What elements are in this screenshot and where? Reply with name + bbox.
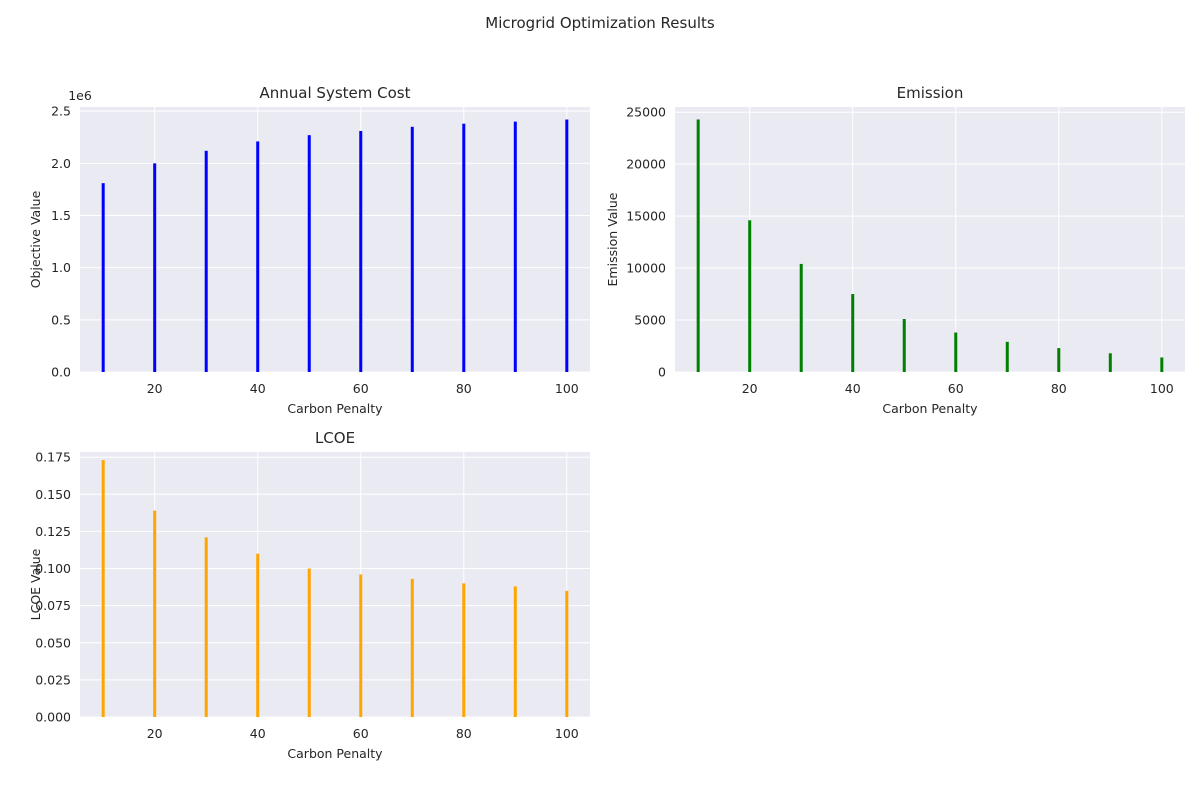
chart-2-y-tick-label: 0.075	[35, 598, 71, 613]
chart-2-bar	[359, 574, 363, 717]
chart-0-offset-label: 1e6	[68, 88, 92, 103]
chart-1-x-tick-label: 20	[742, 381, 758, 396]
chart-0-y-tick-label: 0.5	[51, 312, 71, 327]
chart-0-y-tick-label: 2.0	[51, 156, 71, 171]
chart-1-bar	[1160, 357, 1164, 372]
chart-0-bar	[513, 121, 517, 373]
chart-2-y-axis-label: LCOE Value	[28, 548, 43, 620]
chart-2-x-tick-label: 80	[456, 726, 472, 741]
chart-0-bar	[410, 126, 414, 372]
chart-1-bar	[799, 263, 803, 372]
chart-0-y-tick-label: 1.0	[51, 260, 71, 275]
chart-lcoe: 20 40 60 80 100 0.000 0.025 0.050 0.075 0.100 0.12…	[28, 429, 590, 761]
figure-suptitle: Microgrid Optimization Results	[485, 14, 715, 32]
chart-0-y-axis-label: Objective Value	[28, 190, 43, 288]
chart-0-x-tick-label: 80	[456, 381, 472, 396]
chart-2-bar	[410, 578, 414, 717]
chart-2-bar	[204, 537, 208, 717]
chart-2-y-tick-label: 0.025	[35, 672, 71, 687]
chart-0-bar	[256, 141, 260, 372]
chart-2-bar	[513, 586, 517, 717]
chart-1-x-tick-label: 80	[1051, 381, 1067, 396]
chart-1-title: Emission	[897, 84, 964, 102]
chart-2-title: LCOE	[315, 429, 355, 447]
chart-2-bar	[153, 510, 157, 717]
chart-1-bar	[902, 319, 906, 372]
chart-0-x-tick-label: 60	[353, 381, 369, 396]
chart-1-bar	[696, 119, 700, 373]
chart-1-bar	[1005, 341, 1009, 372]
chart-0-bar	[359, 130, 363, 372]
chart-emission: 20 40 60 80 100 0 5000 10000 15000 20000 25000 Emis…	[605, 84, 1185, 416]
chart-1-y-tick-label: 20000	[626, 157, 666, 172]
chart-1-y-tick-label: 10000	[626, 261, 666, 276]
chart-2-x-tick-label: 20	[147, 726, 163, 741]
chart-2-y-tick-label: 0.175	[35, 450, 71, 465]
chart-0-y-tick-label: 0.0	[51, 365, 71, 380]
chart-1-y-tick-label: 25000	[626, 105, 666, 120]
chart-2-bar	[256, 553, 260, 717]
chart-0-bar	[153, 163, 157, 372]
chart-0-bar	[204, 150, 208, 372]
chart-1-y-tick-label: 15000	[626, 209, 666, 224]
chart-annual-system-cost: 20 40 60 80 100 0.0 0.5 1.0 1.5 2.0 2.5 Annual Syst…	[28, 84, 590, 416]
chart-0-plot-area	[80, 107, 590, 372]
chart-2-x-tick-label: 40	[250, 726, 266, 741]
chart-1-x-axis-label: Carbon Penalty	[882, 401, 978, 416]
chart-2-y-tick-label: 0.000	[35, 710, 71, 725]
chart-1-y-tick-label: 5000	[634, 313, 666, 328]
chart-1-bar	[851, 294, 855, 372]
chart-2-x-tick-label: 60	[353, 726, 369, 741]
chart-0-bar	[462, 123, 466, 372]
chart-1-x-tick-label: 100	[1150, 381, 1174, 396]
chart-2-y-tick-label: 0.150	[35, 487, 71, 502]
chart-2-bar	[307, 568, 311, 717]
chart-2-x-axis-label: Carbon Penalty	[287, 746, 383, 761]
chart-1-plot-area	[675, 107, 1185, 372]
chart-0-x-tick-label: 20	[147, 381, 163, 396]
chart-0-title: Annual System Cost	[260, 84, 411, 102]
chart-1-y-tick-label: 0	[658, 365, 666, 380]
chart-1-bar	[748, 220, 752, 372]
chart-0-x-axis-label: Carbon Penalty	[287, 401, 383, 416]
chart-0-x-tick-label: 40	[250, 381, 266, 396]
chart-1-x-tick-label: 40	[845, 381, 861, 396]
chart-2-y-tick-label: 0.100	[35, 561, 71, 576]
chart-0-y-tick-label: 1.5	[51, 208, 71, 223]
chart-0-x-tick-label: 100	[555, 381, 579, 396]
chart-0-bar	[101, 183, 105, 372]
chart-0-bar	[565, 119, 569, 372]
chart-2-y-tick-label: 0.050	[35, 635, 71, 650]
chart-1-bar	[1057, 348, 1061, 372]
chart-1-bar	[1108, 353, 1112, 372]
chart-2-bar	[462, 583, 466, 717]
chart-2-bar	[565, 590, 569, 717]
chart-1-y-axis-label: Emission Value	[605, 192, 620, 286]
chart-0-bar	[307, 135, 311, 372]
chart-0-y-tick-label: 2.5	[51, 104, 71, 119]
chart-2-plot-area	[80, 452, 590, 717]
chart-2-y-tick-label: 0.125	[35, 524, 71, 539]
chart-2-bar	[101, 460, 105, 717]
chart-1-x-tick-label: 60	[948, 381, 964, 396]
chart-1-bar	[954, 332, 958, 372]
chart-2-x-tick-label: 100	[555, 726, 579, 741]
